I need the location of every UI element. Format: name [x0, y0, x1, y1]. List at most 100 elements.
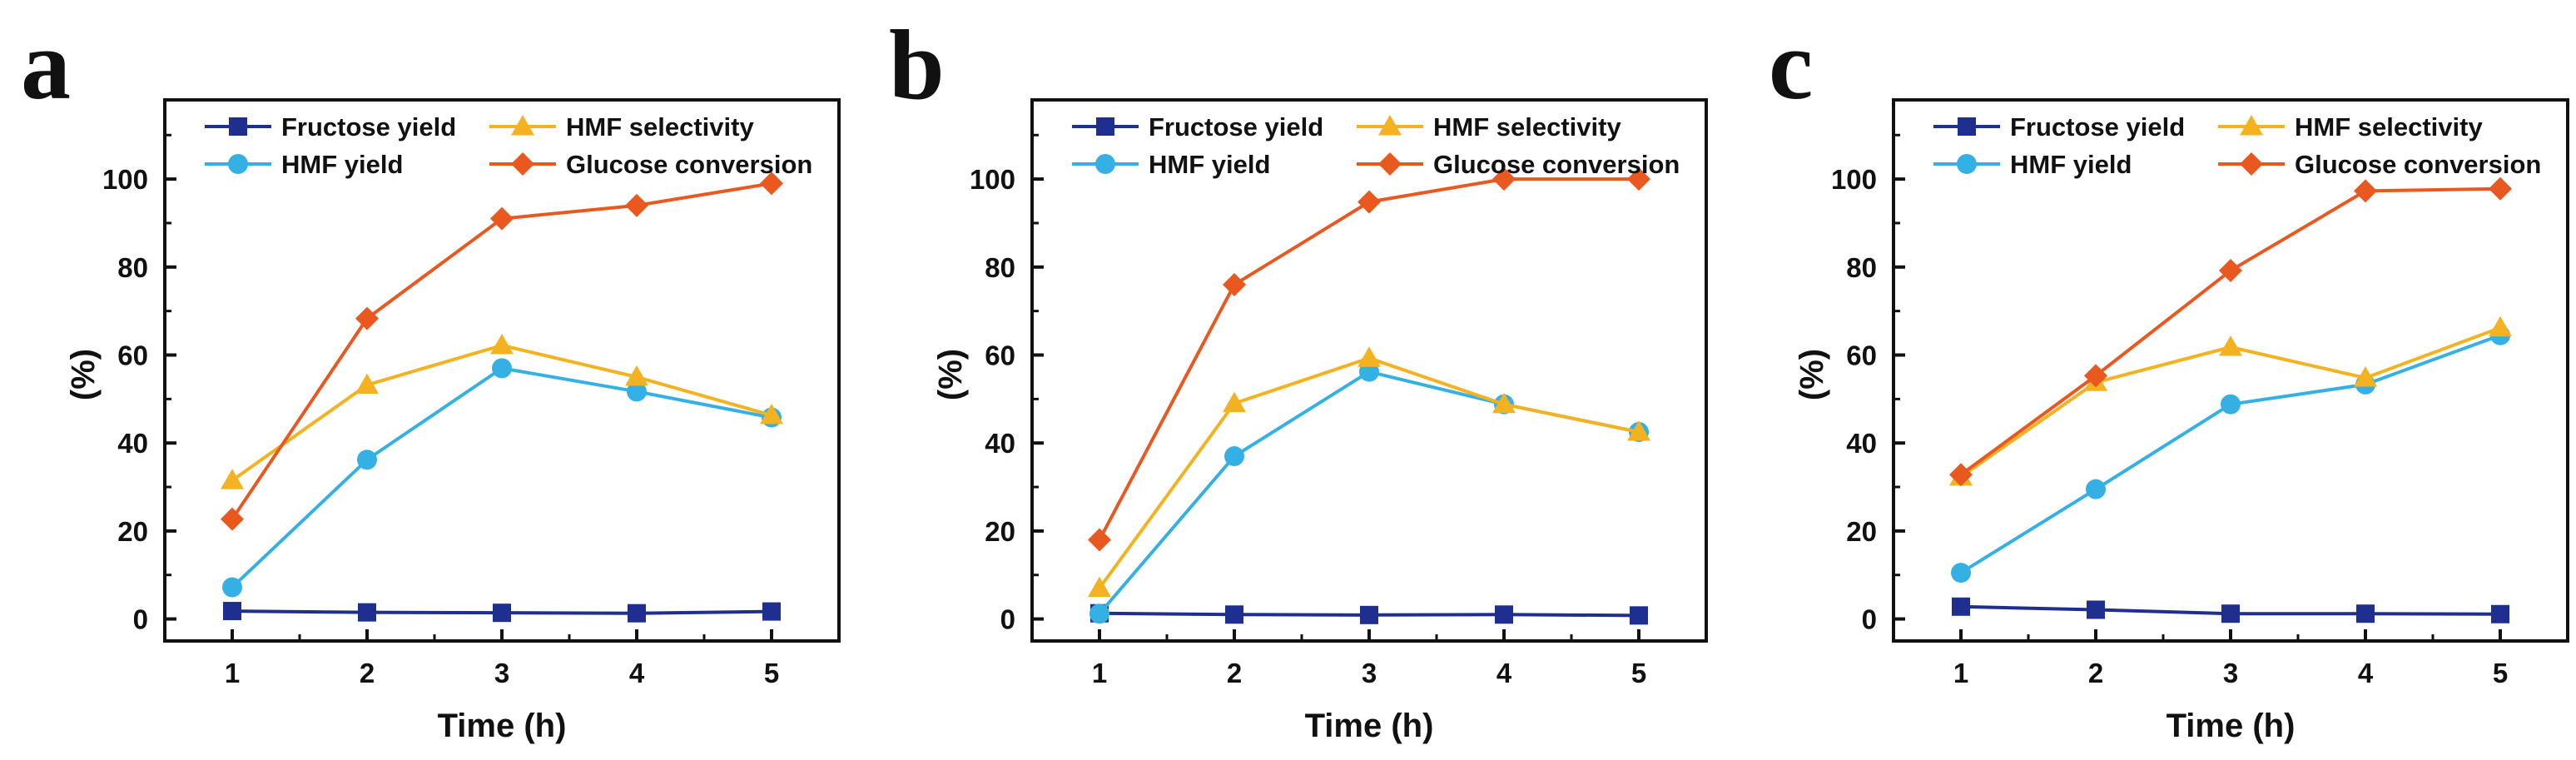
legend-label: HMF selectivity	[1433, 112, 1621, 142]
data-point-triangle	[490, 333, 514, 355]
legend-item: HMF selectivity	[2218, 112, 2483, 142]
legend-marker-square	[229, 117, 247, 136]
legend-item: Fructose yield	[1072, 112, 1323, 142]
data-point-diamond	[490, 206, 514, 231]
y-tick-label: 20	[985, 516, 1015, 547]
legend-item: HMF selectivity	[1357, 112, 1621, 142]
plot-frame	[1892, 98, 2569, 643]
legend-label: Glucose conversion	[1433, 150, 1680, 179]
chart-panel-a: a 0 20 40 60 80 100 1 2 3 4 5 Time (h) (%) Fructose yi…	[21, 9, 841, 744]
legend-item: HMF yield	[205, 150, 403, 179]
y-tick-label: 100	[970, 164, 1015, 195]
data-point-diamond	[1627, 167, 1650, 191]
y-axis-title: (%)	[932, 349, 969, 400]
x-tick-label: 4	[629, 658, 645, 688]
y-axis-title: (%)	[1794, 349, 1830, 400]
y-tick-label: 40	[117, 428, 148, 459]
data-point-circle	[492, 358, 512, 379]
legend-marker-circle	[1095, 154, 1115, 174]
data-point-circle	[357, 450, 377, 470]
data-point-square	[2491, 604, 2509, 623]
y-tick-label: 80	[985, 252, 1015, 283]
legend-marker-circle	[228, 154, 248, 174]
x-tick-label: 3	[494, 658, 509, 688]
legend-label: HMF yield	[281, 150, 403, 179]
data-point-triangle	[1492, 392, 1516, 414]
legend-label: Glucose conversion	[2295, 150, 2541, 179]
data-point-square	[1952, 597, 1970, 616]
data-point-triangle	[2219, 335, 2242, 356]
data-point-circle	[1089, 604, 1109, 624]
data-point-square	[2087, 600, 2105, 619]
y-tick-label: 40	[985, 428, 1015, 459]
data-point-triangle	[221, 469, 244, 489]
data-point-square	[1225, 605, 1243, 624]
chart-panel-b: b 0 20 40 60 80 100 1 2 3 4 5 Time (h) (%) Fructose yi…	[889, 9, 1708, 744]
legend-marker-diamond	[1378, 152, 1402, 176]
data-point-triangle	[1088, 576, 1111, 598]
data-point-triangle	[2354, 365, 2377, 387]
y-axis-title: (%)	[65, 349, 102, 400]
data-point-diamond	[760, 171, 783, 196]
legend-marker-triangle	[1378, 115, 1402, 136]
x-tick-label: 1	[1092, 658, 1107, 688]
y-tick-label: 0	[1862, 604, 1877, 635]
legend-item: Glucose conversion	[489, 150, 812, 179]
data-point-diamond	[625, 193, 648, 217]
x-tick-label: 2	[2088, 658, 2103, 688]
data-point-diamond	[2354, 179, 2377, 203]
legend-marker-triangle	[2240, 115, 2263, 136]
legend-marker-diamond	[2240, 152, 2263, 176]
data-point-circle	[222, 577, 242, 598]
data-point-square	[493, 604, 511, 623]
x-tick-label: 3	[2223, 658, 2238, 688]
y-tick-label: 20	[1846, 516, 1877, 547]
legend-item: Fructose yield	[205, 112, 456, 142]
data-point-diamond	[221, 507, 244, 531]
x-tick-label: 4	[2358, 658, 2374, 688]
x-tick-label: 4	[1496, 658, 1512, 688]
panel-letter: b	[889, 9, 945, 120]
data-point-square	[2356, 604, 2375, 623]
data-point-diamond	[355, 306, 379, 330]
data-point-diamond	[1492, 167, 1516, 191]
data-point-square	[1495, 605, 1513, 624]
legend-marker-square	[1096, 117, 1114, 136]
y-tick-label: 80	[117, 252, 148, 283]
legend-item: HMF selectivity	[489, 112, 754, 142]
data-point-diamond	[1088, 528, 1111, 552]
data-point-square	[762, 602, 781, 621]
panel-letter: a	[21, 9, 71, 120]
data-point-circle	[1224, 446, 1244, 467]
series-line-circle	[1098, 370, 1640, 615]
x-axis-title: Time (h)	[438, 708, 567, 744]
data-point-square	[1630, 606, 1648, 625]
data-point-diamond	[2219, 259, 2242, 283]
y-tick-label: 0	[1000, 604, 1015, 635]
legend-label: HMF selectivity	[2295, 112, 2483, 142]
x-tick-label: 1	[225, 658, 240, 688]
legend-label: Fructose yield	[2010, 112, 2185, 142]
series-line-diamond	[1959, 186, 2501, 476]
legend-label: HMF yield	[2010, 150, 2132, 179]
data-point-diamond	[1949, 463, 1973, 487]
x-tick-label: 1	[1953, 658, 1968, 688]
legend-marker-triangle	[511, 115, 534, 136]
series-line-triangle	[1098, 356, 1640, 589]
data-point-triangle	[760, 403, 783, 425]
data-point-circle	[1951, 563, 1971, 584]
x-tick-label: 3	[1362, 658, 1377, 688]
y-tick-label: 60	[985, 340, 1015, 371]
legend-item: HMF yield	[1933, 150, 2132, 179]
x-axis-title: Time (h)	[1305, 708, 1434, 744]
legend-item: Glucose conversion	[2218, 150, 2541, 179]
legend-item: Fructose yield	[1933, 112, 2185, 142]
data-point-triangle	[1357, 346, 1381, 367]
legend-label: Fructose yield	[281, 112, 456, 142]
data-point-triangle	[2489, 315, 2512, 337]
legend-marker-square	[1958, 117, 1976, 136]
legend-label: HMF selectivity	[566, 112, 754, 142]
data-point-diamond	[1223, 272, 1246, 296]
y-tick-label: 20	[117, 516, 148, 547]
